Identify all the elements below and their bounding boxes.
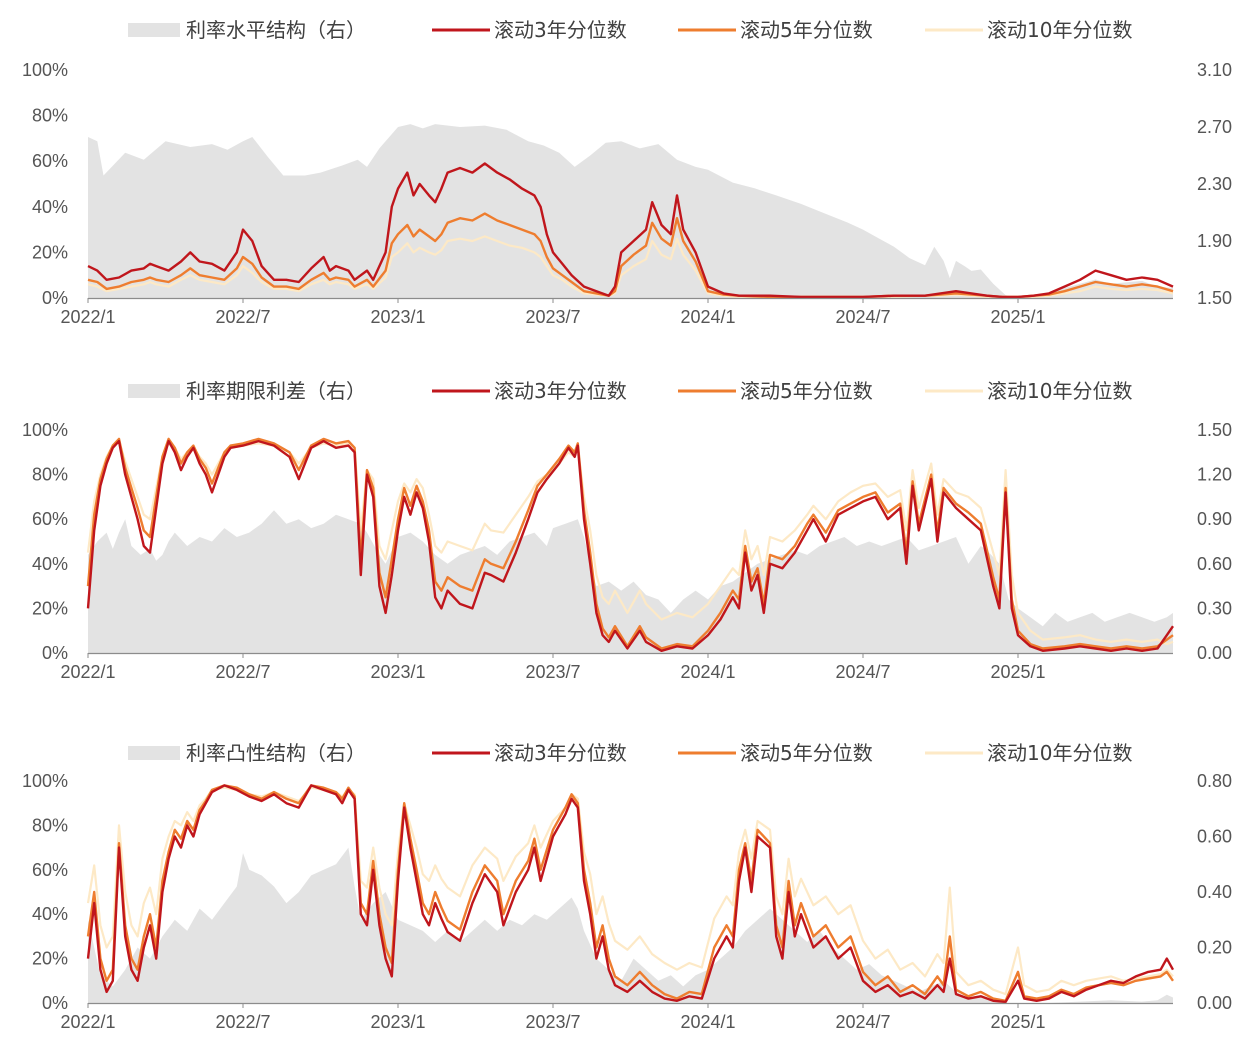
y-right-tick-label: 0.20: [1197, 938, 1232, 958]
y-right-tick-label: 0.40: [1197, 882, 1232, 902]
legend: 利率凸性结构（右） 滚动3年分位数 滚动5年分位数 滚动10年分位数: [128, 741, 1132, 765]
legend-label-2: 滚动5年分位数: [740, 741, 873, 765]
x-tick-label: 2023/7: [525, 662, 580, 682]
y-right-tick-label: 1.50: [1197, 288, 1232, 308]
x-tick-label: 2024/1: [680, 662, 735, 682]
series-line-3: [86, 440, 1174, 646]
x-tick-label: 2022/7: [215, 1012, 270, 1032]
legend-label-0: 利率水平结构（右）: [186, 18, 366, 42]
y-left-tick-label: 20%: [32, 598, 68, 618]
series-area: [88, 847, 1173, 1003]
legend-label-3: 滚动10年分位数: [987, 379, 1132, 403]
x-tick-label: 2023/1: [370, 307, 425, 327]
legend: 利率水平结构（右） 滚动3年分位数 滚动5年分位数 滚动10年分位数: [128, 18, 1132, 42]
y-left-tick-label: 60%: [32, 509, 68, 529]
y-right-tick-label: 0.80: [1197, 771, 1232, 791]
legend-label-3: 滚动10年分位数: [987, 18, 1132, 42]
series-area: [88, 124, 1173, 298]
x-tick-label: 2023/7: [525, 307, 580, 327]
x-tick-label: 2024/7: [835, 1012, 890, 1032]
y-left-tick-label: 80%: [32, 106, 68, 126]
legend-swatch-area: [128, 23, 180, 37]
y-right-tick-label: 0.60: [1197, 554, 1232, 574]
legend-label-0: 利率期限利差（右）: [186, 379, 366, 403]
x-tick-label: 2024/7: [835, 307, 890, 327]
series-line-2: [87, 212, 1174, 299]
series-line-2: [86, 784, 1174, 1002]
legend-label-0: 利率凸性结构（右）: [186, 741, 366, 765]
x-tick-label: 2022/1: [60, 307, 115, 327]
y-left-tick-label: 100%: [22, 420, 68, 440]
x-tick-label: 2022/7: [215, 307, 270, 327]
x-tick-label: 2022/1: [60, 1012, 115, 1032]
y-right-tick-label: 0.30: [1197, 598, 1232, 618]
y-right-tick-label: 2.30: [1197, 174, 1232, 194]
x-tick-label: 2025/1: [990, 1012, 1045, 1032]
legend-label-1: 滚动3年分位数: [494, 741, 627, 765]
y-left-tick-label: 80%: [32, 815, 68, 835]
legend-label-3: 滚动10年分位数: [987, 741, 1132, 765]
legend-swatch-area: [128, 746, 180, 760]
legend-label-1: 滚动3年分位数: [494, 18, 627, 42]
y-left-tick-label: 20%: [32, 949, 68, 969]
y-left-tick-label: 0%: [42, 643, 68, 663]
y-left-tick-label: 100%: [22, 771, 68, 791]
x-tick-label: 2022/1: [60, 662, 115, 682]
y-left-tick-label: 100%: [22, 60, 68, 80]
x-tick-label: 2022/7: [215, 662, 270, 682]
y-right-tick-label: 1.20: [1197, 465, 1232, 485]
y-right-tick-label: 0.00: [1197, 993, 1232, 1013]
x-tick-label: 2023/1: [370, 662, 425, 682]
y-right-tick-label: 0.60: [1197, 827, 1232, 847]
series-line-1: [87, 162, 1174, 299]
y-left-tick-label: 0%: [42, 288, 68, 308]
chart-panel-1: 利率水平结构（右） 滚动3年分位数 滚动5年分位数 滚动10年分位数 2022/1 202…: [22, 18, 1232, 327]
chart-panel-2: 利率期限利差（右） 滚动3年分位数 滚动5年分位数 滚动10年分位数 2022/1 202…: [22, 379, 1232, 682]
y-right-tick-label: 1.90: [1197, 231, 1232, 251]
y-right-tick-label: 2.70: [1197, 117, 1232, 137]
chart-panel-3: 利率凸性结构（右） 滚动3年分位数 滚动5年分位数 滚动10年分位数 2022/1 202…: [22, 741, 1232, 1032]
x-tick-label: 2025/1: [990, 307, 1045, 327]
x-tick-label: 2024/7: [835, 662, 890, 682]
y-right-tick-label: 0.90: [1197, 509, 1232, 529]
x-tick-label: 2023/7: [525, 1012, 580, 1032]
legend-label-1: 滚动3年分位数: [494, 379, 627, 403]
x-tick-label: 2024/1: [680, 307, 735, 327]
y-left-tick-label: 60%: [32, 151, 68, 171]
legend-swatch-area: [128, 384, 180, 398]
y-left-tick-label: 0%: [42, 993, 68, 1013]
y-left-tick-label: 40%: [32, 554, 68, 574]
legend-label-2: 滚动5年分位数: [740, 18, 873, 42]
legend: 利率期限利差（右） 滚动3年分位数 滚动5年分位数 滚动10年分位数: [128, 379, 1132, 403]
x-tick-label: 2023/1: [370, 1012, 425, 1032]
y-left-tick-label: 40%: [32, 197, 68, 217]
y-left-tick-label: 80%: [32, 465, 68, 485]
y-right-tick-label: 3.10: [1197, 60, 1232, 80]
x-tick-label: 2024/1: [680, 1012, 735, 1032]
y-left-tick-label: 60%: [32, 860, 68, 880]
y-left-tick-label: 20%: [32, 242, 68, 262]
legend-label-2: 滚动5年分位数: [740, 379, 873, 403]
y-right-tick-label: 0.00: [1197, 643, 1232, 663]
x-tick-label: 2025/1: [990, 662, 1045, 682]
y-right-tick-label: 1.50: [1197, 420, 1232, 440]
series-line-1: [86, 784, 1175, 1004]
y-left-tick-label: 40%: [32, 904, 68, 924]
series-line-1: [86, 439, 1174, 652]
